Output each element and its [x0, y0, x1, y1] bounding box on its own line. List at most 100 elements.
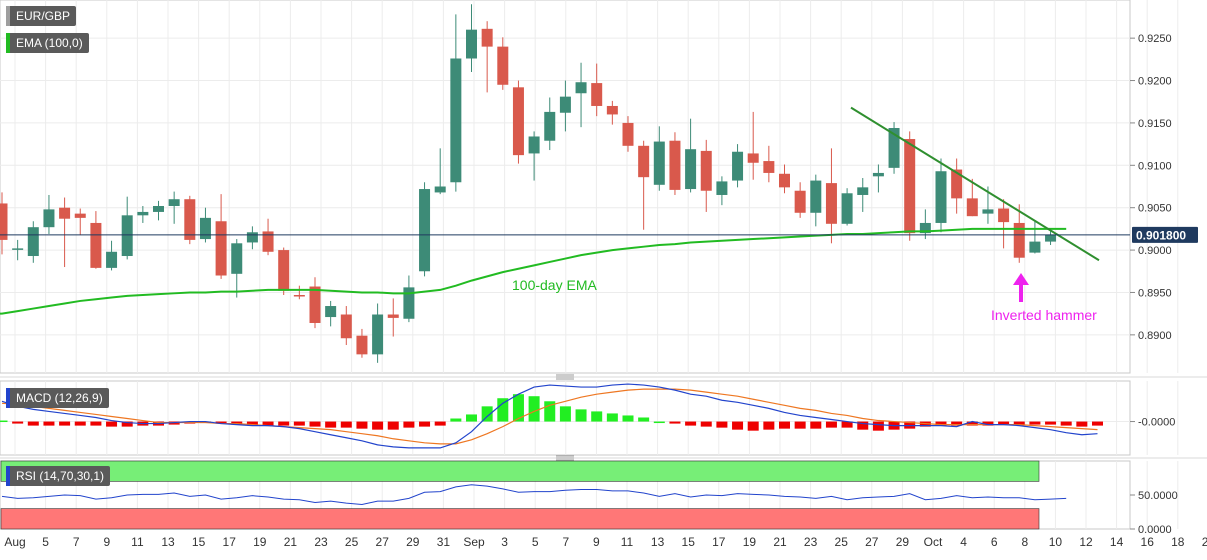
candle-body	[732, 151, 744, 181]
macd-histogram-bar	[638, 417, 650, 422]
macd-histogram-bar	[74, 421, 86, 426]
candle-body	[716, 181, 728, 195]
current-price-label: 0.901800	[1136, 228, 1186, 242]
price-axis-tick-label: 0.9000	[1138, 245, 1172, 257]
candle-body	[278, 250, 290, 291]
macd-histogram-bar	[966, 421, 978, 426]
macd-histogram-bar	[481, 406, 493, 422]
macd-histogram-bar	[716, 421, 728, 428]
x-axis-tick-label: 25	[345, 535, 359, 549]
candle-body	[763, 161, 775, 173]
x-axis-tick-label: 29	[406, 535, 420, 549]
symbol-label: EUR/GBP	[6, 6, 77, 26]
rsi-oversold-zone	[0, 508, 1040, 530]
candle-body	[998, 208, 1010, 223]
price-axis-tick-label: 0.9100	[1138, 160, 1172, 172]
macd-histogram-bar	[497, 398, 509, 422]
x-axis-tick-label: 23	[314, 535, 328, 549]
macd-histogram-bar	[559, 406, 571, 422]
macd-histogram-bar	[512, 394, 524, 422]
macd-histogram-bar	[466, 414, 477, 422]
candle-body	[904, 139, 916, 234]
x-axis-tick-label: 27	[376, 535, 390, 549]
macd-histogram-bar	[528, 396, 540, 422]
macd-histogram-bar	[403, 421, 415, 428]
macd-histogram-bar	[387, 421, 399, 430]
candle-body	[387, 314, 399, 318]
x-axis-tick-label: 11	[621, 535, 634, 549]
macd-histogram-bar	[575, 409, 587, 422]
candle-body	[262, 231, 274, 252]
candle-body	[544, 111, 556, 141]
x-axis-tick-label: 8	[1021, 535, 1028, 549]
candle-body	[575, 82, 587, 94]
macd-histogram-bar	[763, 421, 775, 430]
macd-histogram-bar	[794, 421, 806, 429]
current-price-tag	[1132, 226, 1198, 243]
candle-body	[90, 222, 102, 268]
macd-histogram-bar	[106, 421, 118, 427]
x-axis-tick-label: 17	[223, 535, 237, 549]
x-axis-tick-label: 21	[773, 535, 787, 549]
macd-signal-line	[1, 388, 1098, 445]
macd-histogram-bar	[293, 421, 305, 426]
x-axis-tick-label: 20	[1202, 535, 1207, 549]
macd-histogram-bar	[998, 421, 1010, 425]
ema-indicator-label[interactable]: EMA (100,0)	[6, 33, 89, 53]
x-axis-tick-label: 29	[896, 535, 910, 549]
inverted-hammer-label: Inverted hammer	[991, 307, 1097, 323]
x-axis-tick-label: 5	[532, 535, 539, 549]
macd-histogram-bar	[1060, 421, 1072, 426]
candle-body	[27, 227, 39, 257]
rsi-overbought-zone	[0, 460, 1040, 482]
macd-histogram-bar	[0, 420, 8, 423]
candle-body	[340, 314, 352, 339]
price-axis-tick-label: 0.9250	[1138, 33, 1172, 45]
candle-body	[106, 251, 118, 268]
candle-body	[888, 128, 900, 168]
x-axis-tick-label: Aug	[4, 535, 25, 549]
x-axis-tick-label: 25	[835, 535, 849, 549]
x-axis-tick-label: 3	[501, 535, 508, 549]
macd-histogram-bar	[747, 421, 759, 431]
macd-histogram-bar	[732, 421, 744, 430]
macd-histogram-bar	[857, 421, 869, 430]
candle-body	[481, 28, 493, 47]
x-axis-tick-label: 18	[1171, 535, 1185, 549]
x-axis-tick-label: 23	[804, 535, 818, 549]
candle-body	[857, 187, 869, 195]
candle-body	[591, 83, 603, 106]
macd-line	[1, 383, 1098, 449]
x-axis-tick-label: 7	[562, 535, 569, 549]
macd-histogram-bar	[685, 421, 697, 426]
candle-body	[606, 105, 618, 115]
macd-histogram-bar	[872, 421, 884, 431]
macd-histogram-bar	[544, 401, 556, 422]
macd-indicator-label[interactable]: MACD (12,26,9)	[6, 388, 109, 408]
candle-body	[59, 207, 71, 219]
candle-body	[246, 232, 258, 243]
rsi-indicator-label[interactable]: RSI (14,70,30,1)	[6, 466, 111, 486]
candle-body	[1013, 222, 1025, 258]
x-axis-tick-label: 9	[593, 535, 600, 549]
x-axis-tick-label: Oct	[924, 535, 943, 549]
macd-histogram-bar	[309, 421, 321, 427]
candle-body	[403, 287, 415, 319]
candle-body	[700, 150, 712, 191]
candle-body	[12, 248, 24, 250]
candle-body	[638, 145, 650, 178]
macd-histogram-bar	[121, 421, 133, 427]
candle-body	[1045, 234, 1057, 242]
macd-axis-tick-label: -0.0000	[1138, 417, 1175, 429]
candle-body	[935, 171, 947, 223]
macd-histogram-bar	[841, 421, 853, 428]
x-axis-tick-label: 19	[743, 535, 757, 549]
x-axis-tick-label: 11	[131, 535, 144, 549]
macd-histogram-bar	[12, 421, 24, 424]
x-axis-tick-label: 15	[192, 535, 206, 549]
candle-body	[951, 169, 963, 199]
candle-body	[747, 153, 759, 163]
macd-histogram-bar	[935, 421, 947, 426]
macd-histogram-bar	[1013, 421, 1025, 425]
macd-histogram-bar	[1092, 421, 1103, 426]
